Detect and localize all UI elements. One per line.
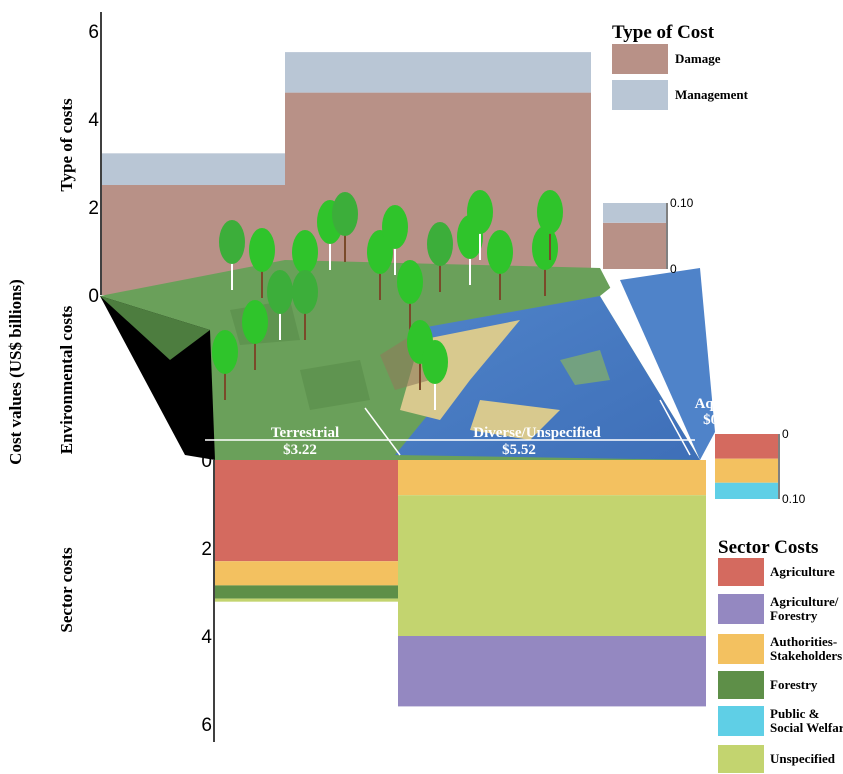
environment-labels: Terrestrial $3.22 Diverse/Unspecified $5… bbox=[205, 396, 746, 458]
bar-terrestrial-forestry bbox=[215, 585, 398, 599]
tree-crown bbox=[382, 205, 408, 249]
bar-aquatic-agriculture bbox=[715, 434, 778, 459]
bar-aquatic-authorities-stakeholders bbox=[715, 458, 778, 483]
tree-crown bbox=[212, 330, 238, 374]
tree-crown bbox=[242, 300, 268, 344]
legend-label-forestry: Forestry bbox=[770, 677, 818, 692]
bar-diverse-unspecified-unspecified bbox=[398, 495, 706, 636]
bar-terrestrial-authorities-stakeholders bbox=[215, 561, 398, 586]
bar-terrestrial-management bbox=[102, 153, 285, 185]
type-of-costs-axis: 0 2 4 6 bbox=[88, 12, 102, 307]
upper-tick-2: 2 bbox=[88, 198, 99, 219]
bar-aquatic-damage bbox=[603, 222, 666, 269]
legend-sector-costs: Sector Costs Agriculture Agriculture/For… bbox=[718, 537, 843, 773]
type-of-costs-bars bbox=[102, 52, 591, 295]
env-value-diverse: $5.52 bbox=[502, 442, 536, 458]
tree-crown bbox=[267, 270, 293, 314]
tree-crown bbox=[397, 260, 423, 304]
aquatic-lower-tick-0-10: 0.10 bbox=[782, 492, 806, 506]
env-label-diverse: Diverse/Unspecified bbox=[473, 425, 601, 441]
legend-swatch-public-welfare bbox=[718, 706, 764, 736]
legend-swatch-authorities bbox=[718, 634, 764, 664]
upper-tick-4: 4 bbox=[88, 110, 99, 131]
legend-label-agriculture: Agriculture bbox=[770, 564, 835, 579]
main-axis-label: Cost values (US$ billions) bbox=[6, 279, 25, 465]
tree-crown bbox=[427, 222, 453, 266]
landscape-illustration bbox=[100, 260, 715, 460]
legend-swatch-damage bbox=[612, 44, 668, 74]
legend-label-management: Management bbox=[675, 87, 749, 102]
legend-swatch-agriculture bbox=[718, 558, 764, 586]
lower-tick-0: 0 bbox=[201, 451, 212, 472]
aquatic-upper-tick-0-10: 0.10 bbox=[670, 196, 694, 210]
legend-label-public-welfare: Public & Social Welfare bbox=[770, 706, 843, 735]
tree-crown bbox=[332, 192, 358, 236]
legend-label-damage: Damage bbox=[675, 51, 721, 66]
legend-swatch-forestry bbox=[718, 671, 764, 699]
env-value-aquatic: $0.10 bbox=[703, 412, 737, 428]
tree-crown bbox=[292, 270, 318, 314]
legend-swatch-management bbox=[612, 80, 668, 110]
tree-crown bbox=[249, 228, 275, 272]
legend-label-agriculture-forestry: Agriculture/Forestry bbox=[770, 594, 839, 623]
legend-type-title: Type of Cost bbox=[612, 22, 715, 43]
tree-crown bbox=[219, 220, 245, 264]
lower-tick-2: 2 bbox=[201, 539, 212, 560]
legend-label-authorities: Authorities-Stakeholders bbox=[770, 634, 842, 663]
env-label-terrestrial: Terrestrial bbox=[271, 425, 339, 441]
lower-tick-6: 6 bbox=[201, 715, 212, 736]
bar-terrestrial-unspecified bbox=[215, 598, 398, 602]
tree-crown bbox=[292, 230, 318, 274]
legend-label-unspecified: Unspecified bbox=[770, 751, 836, 766]
middle-axis-label: Environmental costs bbox=[57, 305, 76, 454]
env-value-terrestrial: $3.22 bbox=[283, 442, 317, 458]
upper-axis-label: Type of costs bbox=[57, 98, 76, 192]
bar-diverse-unspecified-authorities-stakeholders bbox=[398, 460, 706, 496]
legend-type-of-cost: Type of Cost Damage Management bbox=[612, 22, 749, 110]
legend-swatch-unspecified bbox=[718, 745, 764, 773]
tree-crown bbox=[532, 226, 558, 270]
env-label-aquatic: Aquatic bbox=[695, 396, 746, 412]
tree-crown bbox=[537, 190, 563, 234]
sector-costs-axis: 0 2 4 6 bbox=[201, 451, 215, 742]
bar-diverse-unspecified-agriculture-forestry bbox=[398, 636, 706, 707]
bar-terrestrial-agriculture bbox=[215, 460, 398, 562]
tree-crown bbox=[467, 190, 493, 234]
tree-crown bbox=[487, 230, 513, 274]
aquatic-upper-tick-0: 0 bbox=[670, 262, 677, 276]
bar-diverse-unspecified-management bbox=[285, 52, 591, 93]
sector-costs-bars bbox=[215, 460, 706, 707]
tree-illustrations bbox=[212, 190, 563, 410]
tree-crown bbox=[422, 340, 448, 384]
upper-tick-6: 6 bbox=[88, 22, 99, 43]
bar-aquatic-public-social-welfare bbox=[715, 482, 778, 499]
lower-tick-4: 4 bbox=[201, 627, 212, 648]
legend-swatch-agriculture-forestry bbox=[718, 594, 764, 624]
legend-sector-title: Sector Costs bbox=[718, 537, 818, 558]
aquatic-lower-tick-0: 0 bbox=[782, 427, 789, 441]
aquatic-sector-costs: 00.10 bbox=[715, 427, 806, 506]
aquatic-type-of-costs: 00.10 bbox=[603, 196, 694, 276]
bar-aquatic-management bbox=[603, 203, 666, 223]
lower-axis-label: Sector costs bbox=[57, 547, 76, 633]
upper-tick-0: 0 bbox=[88, 286, 99, 307]
